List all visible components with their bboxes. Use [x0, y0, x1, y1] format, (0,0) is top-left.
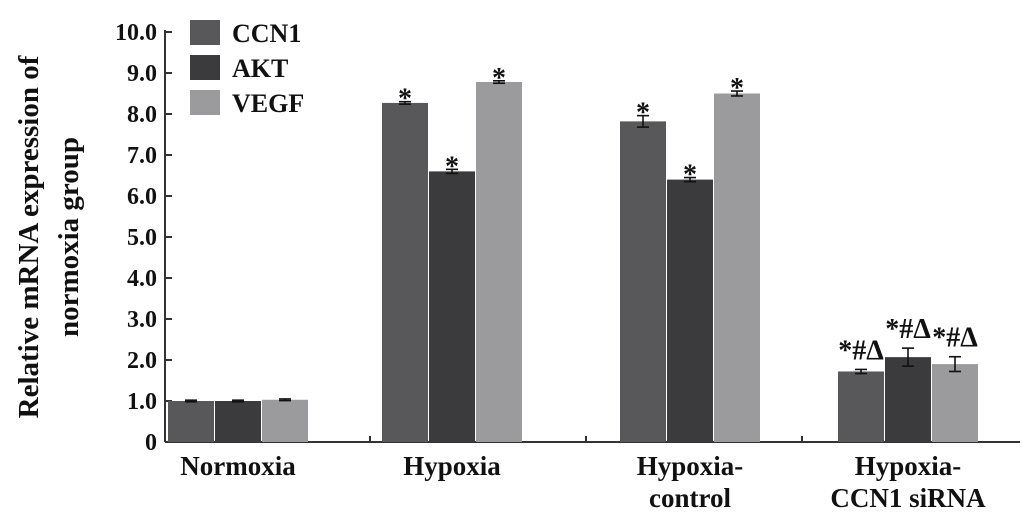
error-bar	[637, 114, 649, 128]
significance-label: *	[492, 63, 506, 94]
bar-akt-1	[215, 401, 261, 442]
error-bar	[902, 347, 914, 367]
legend-item-vegf: VEGF	[190, 89, 304, 118]
error-bar	[185, 399, 197, 403]
bar-vegf-2	[476, 82, 522, 443]
bar-ccn1-3	[620, 121, 666, 442]
significance-label: *	[445, 151, 459, 182]
significance-label: *#Δ	[838, 335, 884, 366]
y-tick-label: 7.0	[127, 143, 157, 169]
error-bar	[684, 176, 696, 183]
bar-ccn1-2	[382, 102, 428, 443]
bar-akt-4	[885, 357, 931, 442]
legend-item-akt: AKT	[190, 54, 288, 83]
error-bar	[279, 398, 291, 402]
legend-swatch	[190, 20, 220, 45]
significance-label: *	[683, 160, 697, 191]
significance-label: *	[636, 98, 650, 129]
bar-vegf-3	[714, 93, 760, 442]
bar-ccn1-1	[168, 401, 214, 442]
category-label-3: Hypoxia-control	[637, 451, 744, 513]
bar-vegf-1	[262, 399, 308, 442]
error-bar	[493, 79, 505, 85]
bar-akt-3	[667, 179, 713, 442]
y-tick-label: 8.0	[127, 102, 157, 128]
significance-annotations: * * *#Δ * * *#Δ * * *#Δ	[398, 63, 978, 367]
y-tick-label: 4.0	[127, 266, 157, 292]
y-axis-ticks: 0 1.0 2.0 3.0 4.0 5.0 6.0 7.0 8.0 9.0 10.0	[115, 20, 172, 456]
error-bar	[232, 399, 244, 403]
bar-ccn1-4	[838, 371, 884, 442]
error-bar	[731, 90, 743, 97]
error-bar	[446, 168, 458, 175]
bar-akt-2	[429, 171, 475, 442]
bar-vegf-4	[932, 364, 978, 442]
legend-label: AKT	[232, 54, 288, 83]
y-tick-label: 1.0	[127, 389, 157, 415]
legend-item-ccn1: CCN1	[190, 19, 301, 48]
category-label-2: Hypoxia	[403, 451, 501, 481]
x-axis-categories: Normoxia Hypoxia Hypoxia-control Hypoxia-CC…	[180, 451, 986, 513]
significance-label: *	[398, 84, 412, 115]
error-bar	[399, 100, 411, 105]
y-axis-label-line-2: normoxia group	[53, 137, 85, 337]
y-axis-label: Relative mRNA expression of normoxia grou…	[13, 55, 85, 418]
legend-label: VEGF	[232, 89, 304, 118]
legend-swatch	[190, 55, 220, 80]
error-bars	[185, 79, 961, 403]
y-tick-label: 5.0	[127, 225, 157, 251]
significance-label: *	[730, 73, 744, 104]
error-bar	[855, 368, 867, 375]
y-tick-label: 6.0	[127, 184, 157, 210]
legend-swatch	[190, 90, 220, 115]
legend: CCN1 AKT VEGF	[190, 19, 304, 118]
significance-label: *#Δ	[932, 323, 978, 354]
error-bar	[949, 355, 961, 373]
y-tick-label: 2.0	[127, 348, 157, 374]
y-tick-label: 10.0	[115, 20, 157, 46]
legend-label: CCN1	[232, 19, 301, 48]
category-label-1: Normoxia	[180, 451, 296, 481]
y-tick-label: 9.0	[127, 61, 157, 87]
y-tick-label: 0	[145, 430, 157, 456]
bars	[168, 82, 978, 443]
y-axis-label-line-1: Relative mRNA expression of	[13, 55, 45, 418]
significance-label: *#Δ	[885, 314, 931, 345]
y-tick-label: 3.0	[127, 307, 157, 333]
category-label-4: Hypoxia-CCN1 siRNA	[830, 451, 986, 513]
